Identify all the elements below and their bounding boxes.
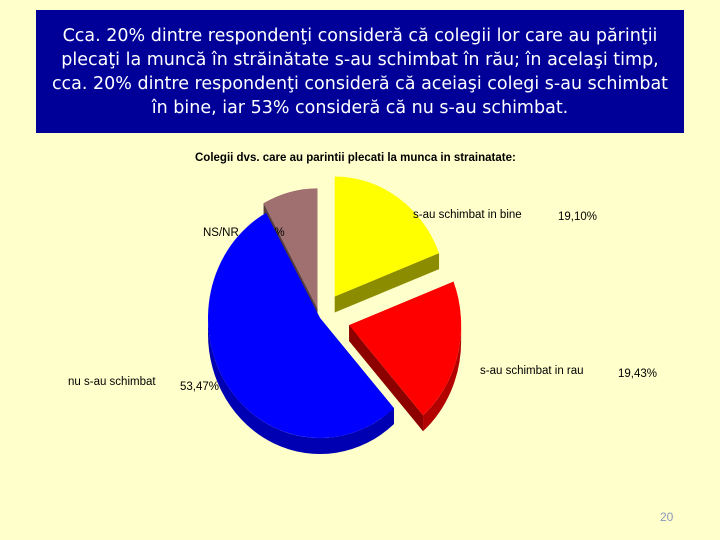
slice-label-1: s-au schimbat in rau — [480, 365, 584, 377]
pie-slice-0 — [334, 176, 440, 313]
pie-slice-1 — [349, 281, 462, 432]
slice-label-0: s-au schimbat in bine — [413, 209, 522, 221]
slice-label-2: nu s-au schimbat — [68, 376, 156, 388]
pie-slice-2 — [208, 212, 394, 454]
heading-banner: Cca. 20% dintre respondenţi consideră că… — [36, 10, 684, 133]
slice-value-2: 53,47% — [180, 381, 219, 393]
slice-value-1: 19,43% — [618, 368, 657, 380]
slice-label-3: NS/NR — [203, 227, 239, 239]
page-number: 20 — [660, 510, 674, 524]
chart-title: Colegii dvs. care au parintii plecati la… — [195, 152, 516, 164]
slide-heading: Cca. 20% dintre respondenţi consideră că… — [51, 25, 669, 118]
slice-value-0: 19,10% — [558, 211, 597, 223]
